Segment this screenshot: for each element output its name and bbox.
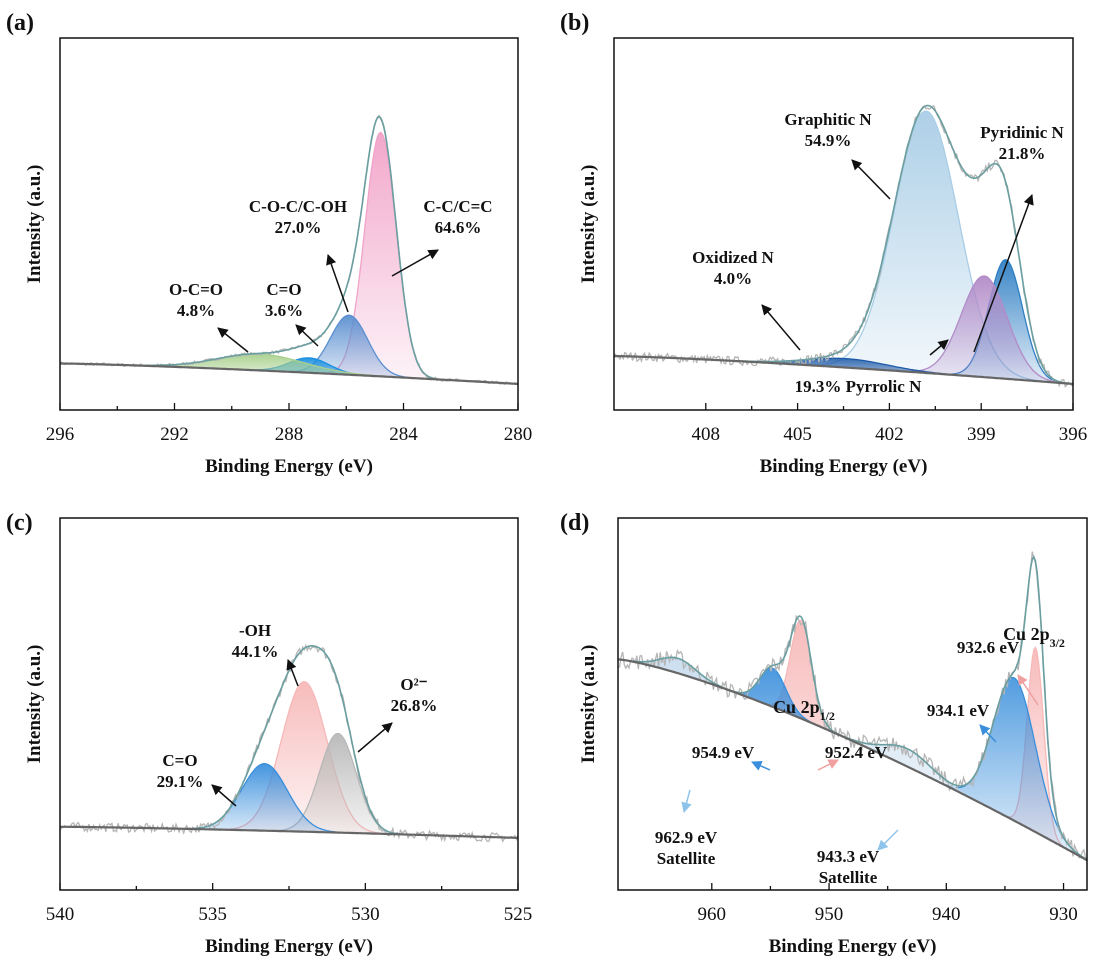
annotation-arrow — [751, 761, 771, 771]
component-label: C=O 3.6% — [265, 280, 303, 320]
background-line — [614, 355, 1074, 386]
x-axis-label: Binding Energy (eV) — [205, 456, 373, 477]
component-label: 952.4 eV — [825, 743, 888, 762]
fit-component-area — [60, 131, 519, 385]
annotation-arrow — [681, 789, 692, 814]
chart-panel: 408 405 402 399 396 Binding Energy (eV) Intens… — [560, 10, 1087, 477]
x-tick-label: 280 — [504, 424, 533, 445]
annotation-arrow — [761, 304, 801, 351]
annotation-arrow — [877, 829, 899, 851]
component-label: O²⁻ 26.8% — [391, 675, 438, 715]
component-label: 943.3 eV Satellite — [817, 847, 880, 887]
component-label: C-C/C=C 64.6% — [423, 197, 492, 237]
panel-letter: (a) — [6, 10, 34, 36]
background-line — [617, 658, 1088, 862]
component-label: 932.6 eV — [957, 638, 1020, 657]
x-tick-label: 950 — [815, 904, 844, 925]
x-tick-label: 940 — [932, 904, 961, 925]
component-label: Graphitic N 54.9% — [784, 110, 872, 150]
annotation-arrow — [817, 759, 839, 771]
x-tick-label: 288 — [275, 424, 304, 445]
component-label: C-O-C/C-OH 27.0% — [249, 197, 347, 237]
annotation-arrow — [326, 254, 349, 313]
annotation-arrow — [391, 249, 439, 277]
peak-label: Cu 2p1/2 — [773, 697, 835, 723]
x-axis-label: Binding Energy (eV) — [205, 936, 373, 957]
annotation-arrow — [217, 327, 249, 353]
panel-letter: (d) — [560, 510, 589, 536]
panel-letter: (c) — [6, 510, 33, 536]
annotation-arrow — [295, 324, 319, 347]
chart-panel: 296 292 288 284 280 Binding Energy (eV) Intens… — [6, 10, 532, 477]
x-tick-label: 292 — [160, 424, 189, 445]
chart-panel: 960 950 940 930 Binding Energy (eV) Intensity… — [560, 510, 1088, 957]
component-label: 934.1 eV — [927, 701, 990, 720]
component-label: C=O 29.1% — [157, 751, 204, 791]
chart-panel: 540 535 530 525 Binding Energy (eV) Intensity… — [6, 510, 532, 957]
component-label: 954.9 eV — [692, 743, 755, 762]
annotation-arrow — [929, 339, 949, 356]
raw-spectrum-line — [59, 114, 519, 386]
annotation-arrow — [1017, 674, 1039, 706]
plot-frame — [617, 517, 1088, 891]
annotation-arrow — [851, 159, 891, 200]
annotation-arrow — [286, 659, 299, 687]
peak-label: Cu 2p3/2 — [1003, 624, 1065, 650]
x-tick-label: 408 — [692, 424, 721, 445]
x-axis-label: Binding Energy (eV) — [769, 936, 937, 957]
x-tick-label: 296 — [46, 424, 75, 445]
x-tick-label: 535 — [198, 904, 227, 925]
component-label: 19.3% Pyrrolic N — [795, 377, 922, 396]
plot-frame — [59, 517, 519, 891]
raw-spectrum-line — [613, 104, 1074, 388]
annotation-arrow — [357, 722, 393, 753]
x-tick-label: 284 — [389, 424, 418, 445]
component-label: -OH 44.1% — [232, 621, 279, 661]
annotation-arrow — [973, 194, 1034, 353]
x-tick-label: 396 — [1059, 424, 1088, 445]
background-line — [60, 825, 518, 839]
y-axis-label: Intensity (a.u.) — [24, 645, 45, 764]
y-axis-label: Intensity (a.u.) — [578, 165, 599, 284]
component-label: 962.9 eV Satellite — [655, 828, 718, 868]
x-axis-label: Binding Energy (eV) — [760, 456, 928, 477]
component-label: O-C=O 4.8% — [169, 280, 223, 320]
annotation-arrow — [979, 724, 997, 743]
x-tick-label: 399 — [967, 424, 996, 445]
fit-envelope-line — [60, 115, 519, 385]
x-tick-label: 540 — [46, 904, 75, 925]
panel-letter: (b) — [560, 10, 589, 36]
x-tick-label: 405 — [783, 424, 812, 445]
x-tick-label: 960 — [698, 904, 727, 925]
x-tick-label: 525 — [504, 904, 533, 925]
background-line — [60, 362, 519, 386]
y-axis-label: Intensity (a.u.) — [578, 645, 599, 764]
x-tick-label: 402 — [875, 424, 904, 445]
x-tick-label: 930 — [1049, 904, 1078, 925]
y-axis-label: Intensity (a.u.) — [24, 165, 45, 284]
component-label: Oxidized N 4.0% — [692, 248, 774, 288]
component-label: Pyridinic N 21.8% — [980, 123, 1064, 163]
annotation-arrow — [211, 784, 237, 807]
x-tick-label: 530 — [351, 904, 380, 925]
